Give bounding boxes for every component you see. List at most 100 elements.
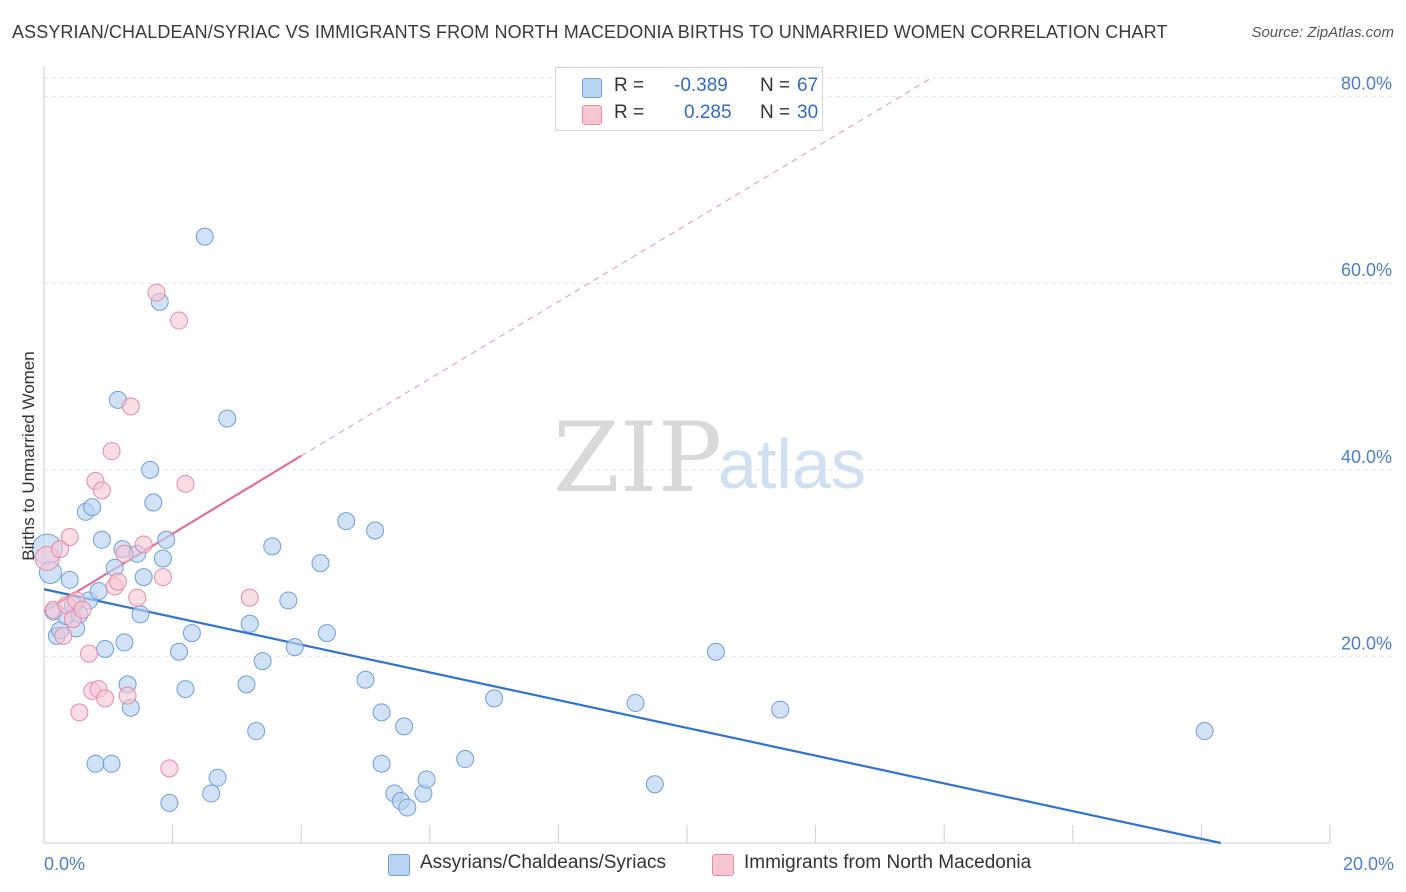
- data-point-assyrians: [202, 784, 221, 803]
- legend-r-value: 0.285: [684, 102, 732, 123]
- data-point-assyrians: [366, 521, 385, 540]
- data-point-macedonia: [160, 759, 179, 778]
- data-point-assyrians: [83, 498, 102, 517]
- data-point-assyrians: [134, 568, 153, 587]
- data-point-assyrians: [395, 717, 414, 736]
- bottom-legend-label: Immigrants from North Macedonia: [744, 852, 1032, 873]
- data-point-assyrians: [372, 754, 391, 773]
- data-point-macedonia: [121, 397, 140, 416]
- data-point-assyrians: [771, 700, 790, 719]
- data-point-assyrians: [247, 722, 266, 741]
- data-point-assyrians: [218, 409, 237, 428]
- legend-n-value: 67: [797, 75, 819, 96]
- x-tick-label: 20.0%: [1343, 854, 1394, 874]
- data-point-assyrians: [372, 703, 391, 722]
- data-point-assyrians: [356, 670, 375, 689]
- data-point-assyrians: [89, 582, 108, 601]
- trend-line-macedonia-extension: [300, 77, 932, 457]
- data-point-assyrians: [96, 639, 115, 658]
- data-point-assyrians: [86, 754, 105, 773]
- data-point-assyrians: [195, 227, 214, 246]
- trend-line-assyrians: [43, 588, 1221, 845]
- legend-r-value: -0.389: [674, 75, 728, 96]
- data-point-assyrians: [182, 624, 201, 643]
- data-point-macedonia: [80, 644, 99, 663]
- data-point-macedonia: [115, 544, 134, 563]
- data-point-assyrians: [115, 633, 134, 652]
- data-point-assyrians: [311, 554, 330, 573]
- data-point-macedonia: [134, 535, 153, 554]
- data-point-macedonia: [170, 311, 189, 330]
- bottom-legend-swatch-pink: [712, 854, 734, 876]
- bottom-legend-label: Assyrians/Chaldeans/Syriacs: [420, 852, 667, 873]
- data-point-assyrians: [337, 512, 356, 531]
- watermark-zip: ZIP: [553, 402, 722, 514]
- data-point-assyrians: [626, 694, 645, 713]
- data-point-assyrians: [253, 652, 272, 671]
- legend-r-label: R =: [614, 102, 645, 123]
- data-point-assyrians: [417, 770, 436, 789]
- y-tick-label: 40.0%: [1341, 447, 1392, 467]
- data-point-assyrians: [170, 642, 189, 661]
- data-point-assyrians: [176, 680, 195, 699]
- data-point-assyrians: [317, 624, 336, 643]
- data-point-macedonia: [102, 442, 121, 461]
- gridlines: [44, 77, 1392, 657]
- data-point-macedonia: [176, 474, 195, 493]
- y-tick-label: 80.0%: [1341, 74, 1392, 94]
- data-point-assyrians: [92, 530, 111, 549]
- data-point-macedonia: [118, 686, 137, 705]
- data-point-assyrians: [153, 549, 172, 568]
- legend-n-value: 30: [797, 102, 819, 123]
- data-point-assyrians: [706, 642, 725, 661]
- data-point-assyrians: [1195, 722, 1214, 741]
- data-point-assyrians: [208, 768, 227, 787]
- data-point-assyrians: [398, 798, 417, 817]
- data-point-assyrians: [144, 493, 163, 512]
- data-point-macedonia: [54, 626, 73, 645]
- y-axis-label: Births to Unmarried Women: [19, 351, 38, 560]
- data-point-macedonia: [128, 588, 147, 607]
- data-point-macedonia: [70, 703, 89, 722]
- data-point-assyrians: [645, 775, 664, 794]
- data-point-assyrians: [237, 675, 256, 694]
- data-point-assyrians: [279, 591, 298, 610]
- data-point-assyrians: [456, 750, 475, 769]
- data-point-macedonia: [240, 588, 259, 607]
- y-tick-label: 20.0%: [1341, 633, 1392, 653]
- data-point-assyrians: [160, 793, 179, 812]
- x-tick-label: 0.0%: [44, 854, 85, 874]
- data-point-assyrians: [131, 605, 150, 624]
- legend-swatch-pink: [582, 105, 602, 125]
- data-point-assyrians: [102, 754, 121, 773]
- data-point-macedonia: [60, 528, 79, 546]
- data-point-macedonia: [96, 689, 115, 708]
- axes: [43, 66, 1331, 844]
- data-point-assyrians: [141, 460, 160, 479]
- legend-r-label: R =: [614, 75, 645, 96]
- correlation-legend: R = -0.389 N = 67 R = 0.285 N = 30: [555, 67, 823, 131]
- data-point-macedonia: [51, 540, 70, 559]
- y-tick-label: 60.0%: [1341, 260, 1392, 280]
- data-point-assyrians: [263, 537, 282, 556]
- data-points: [31, 227, 1214, 817]
- data-point-assyrians: [485, 689, 504, 708]
- data-point-macedonia: [108, 572, 127, 591]
- watermark: ZIP atlas: [553, 402, 866, 514]
- data-point-macedonia: [73, 600, 92, 619]
- data-point-macedonia: [147, 283, 166, 302]
- data-point-assyrians: [157, 530, 176, 549]
- legend-swatch-blue: [582, 78, 602, 98]
- data-point-macedonia: [153, 568, 172, 587]
- chart-title: ASSYRIAN/CHALDEAN/SYRIAC VS IMMIGRANTS F…: [12, 22, 1168, 42]
- data-point-assyrians: [240, 614, 259, 633]
- data-point-macedonia: [92, 481, 111, 500]
- tick-labels: 20.0% 40.0% 60.0% 80.0% 0.0% 20.0%: [44, 74, 1394, 874]
- data-point-assyrians: [285, 638, 304, 657]
- watermark-atlas: atlas: [718, 425, 866, 503]
- data-point-assyrians: [60, 570, 79, 589]
- source-note: Source: ZipAtlas.com: [1251, 24, 1394, 41]
- bottom-legend-swatch-blue: [388, 854, 410, 876]
- legend-n-label: N =: [760, 75, 791, 96]
